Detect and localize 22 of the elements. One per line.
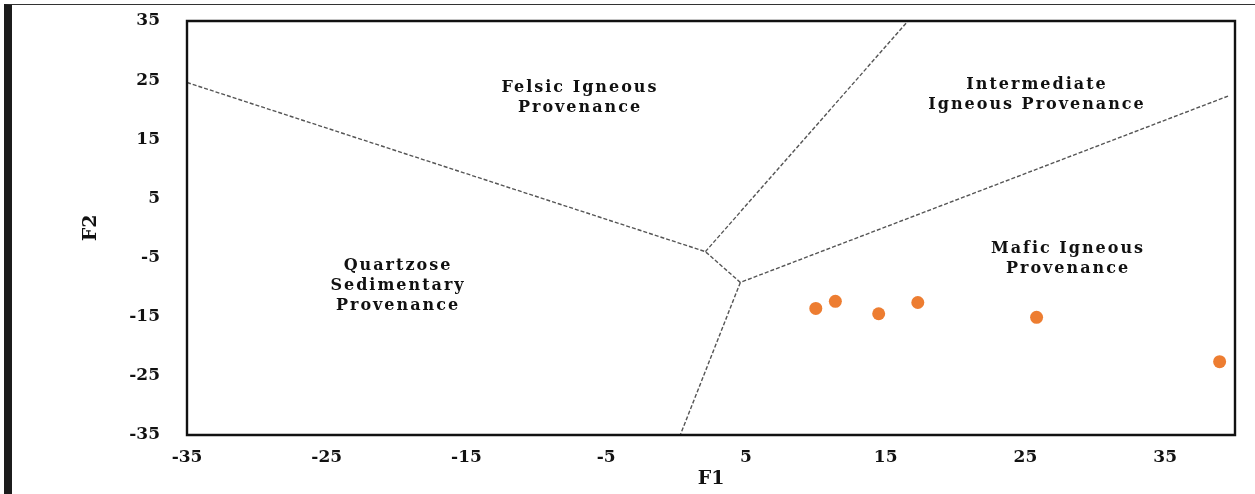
annotation: Intermediate Igneous Provenance xyxy=(928,74,1146,114)
annotation: Felsic Igneous Provenance xyxy=(501,77,659,117)
x-tick-label: 35 xyxy=(1153,445,1177,466)
x-tick-label: -25 xyxy=(311,445,343,466)
y-tick-label: -35 xyxy=(129,423,160,444)
x-tick-label: 5 xyxy=(740,445,752,466)
x-tick-label: 15 xyxy=(873,445,898,466)
y-tick-label: -5 xyxy=(141,245,160,266)
y-tick-label: 15 xyxy=(136,127,160,148)
x-tick-label: -15 xyxy=(451,445,482,466)
y-tick-label: 25 xyxy=(136,68,160,89)
x-tick-label: -5 xyxy=(596,445,616,466)
x-tick-label: -35 xyxy=(171,445,203,466)
y-axis-title: F2 xyxy=(78,214,101,242)
y-tick-label: -15 xyxy=(129,305,160,326)
y-tick-label: 5 xyxy=(148,186,160,207)
annotation: Quartzose Sedimentary Provenance xyxy=(330,255,466,315)
y-tick-label: -25 xyxy=(129,364,160,385)
y-tick-label: 35 xyxy=(136,9,160,30)
x-axis-title: F1 xyxy=(697,465,725,488)
x-tick-label: 25 xyxy=(1013,445,1038,466)
annotation: Mafic Igneous Provenance xyxy=(990,238,1146,278)
